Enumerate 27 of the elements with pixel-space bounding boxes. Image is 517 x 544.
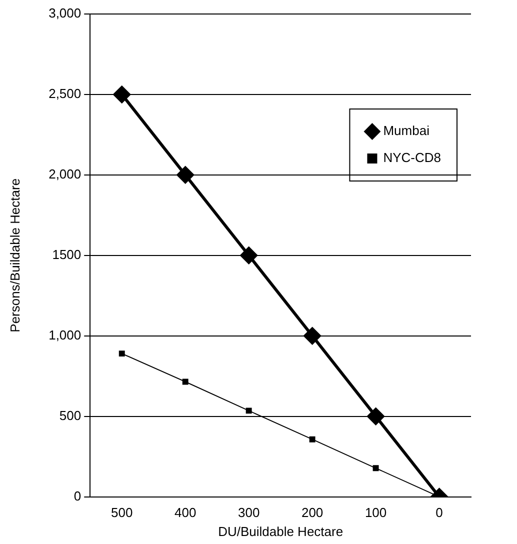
y-tick-label: 0 [74, 488, 82, 504]
x-tick-label: 200 [301, 505, 324, 520]
y-tick-label: 2,500 [48, 86, 82, 102]
point [372, 465, 379, 472]
point [367, 408, 384, 425]
x-axis-title: DU/Buildable Hectare [218, 524, 344, 539]
point [304, 327, 321, 344]
point [113, 86, 130, 103]
y-axis-title: Persons/Buildable Hectare [7, 178, 22, 332]
legend-label: NYC-CD8 [383, 150, 442, 166]
y-tick-label: 3,000 [48, 6, 82, 21]
point [309, 436, 316, 442]
x-tick-label: 400 [174, 505, 196, 520]
point [176, 166, 194, 184]
point [118, 350, 125, 357]
point [246, 408, 252, 414]
x-tick-label: 0 [436, 505, 443, 520]
legend-label: Mumbai [383, 123, 430, 138]
x-tick-label: 100 [364, 505, 387, 520]
y-tick-label: 2,000 [48, 166, 82, 182]
point [240, 246, 258, 264]
y-tick-label: 1500 [52, 246, 82, 262]
point [182, 378, 188, 385]
y-tick-label: 500 [59, 408, 82, 423]
y-tick-label: 1,000 [48, 327, 82, 342]
x-tick-label: 500 [111, 505, 133, 520]
x-tick-label: 300 [238, 505, 260, 520]
